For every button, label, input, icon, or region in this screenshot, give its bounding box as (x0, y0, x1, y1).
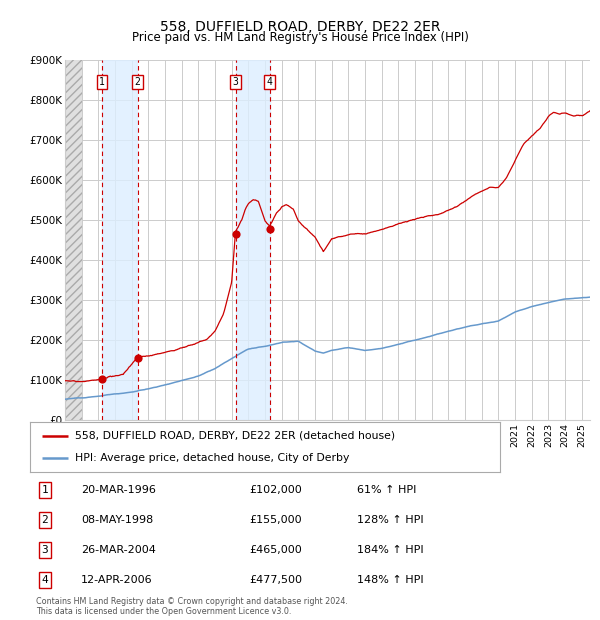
Text: 1: 1 (99, 77, 105, 87)
Text: 4: 4 (267, 77, 272, 87)
Text: £477,500: £477,500 (249, 575, 302, 585)
Bar (235, 60, 269, 420)
Text: 128% ↑ HPI: 128% ↑ HPI (357, 515, 424, 525)
Text: 08-MAY-1998: 08-MAY-1998 (81, 515, 153, 525)
Point (265, 224, 274, 234)
Text: 26-MAR-2004: 26-MAR-2004 (81, 545, 156, 555)
Text: HPI: Average price, detached house, City of Derby: HPI: Average price, detached house, City… (74, 453, 349, 463)
Text: Contains HM Land Registry data © Crown copyright and database right 2024.: Contains HM Land Registry data © Crown c… (36, 597, 348, 606)
Point (230, 229, 240, 239)
Text: 558, DUFFIELD ROAD, DERBY, DE22 2ER (detached house): 558, DUFFIELD ROAD, DERBY, DE22 2ER (det… (74, 431, 395, 441)
Bar (65, 60, 82, 420)
Text: 4: 4 (41, 575, 49, 585)
Text: 3: 3 (41, 545, 49, 555)
Text: £102,000: £102,000 (249, 485, 302, 495)
Text: £465,000: £465,000 (249, 545, 302, 555)
Text: £155,000: £155,000 (249, 515, 302, 525)
Text: 2: 2 (41, 515, 49, 525)
Text: 3: 3 (233, 77, 238, 87)
Text: 148% ↑ HPI: 148% ↑ HPI (357, 575, 424, 585)
Point (133, 353, 142, 363)
Text: 2: 2 (134, 77, 140, 87)
Text: 558, DUFFIELD ROAD, DERBY, DE22 2ER: 558, DUFFIELD ROAD, DERBY, DE22 2ER (160, 20, 440, 34)
Point (97, 374, 107, 384)
Text: 12-APR-2006: 12-APR-2006 (81, 575, 152, 585)
Text: 61% ↑ HPI: 61% ↑ HPI (357, 485, 416, 495)
Text: 1: 1 (41, 485, 49, 495)
Text: 184% ↑ HPI: 184% ↑ HPI (357, 545, 424, 555)
Text: Price paid vs. HM Land Registry's House Price Index (HPI): Price paid vs. HM Land Registry's House … (131, 31, 469, 44)
Bar (102, 60, 137, 420)
Text: 20-MAR-1996: 20-MAR-1996 (81, 485, 156, 495)
Text: This data is licensed under the Open Government Licence v3.0.: This data is licensed under the Open Gov… (36, 607, 292, 616)
